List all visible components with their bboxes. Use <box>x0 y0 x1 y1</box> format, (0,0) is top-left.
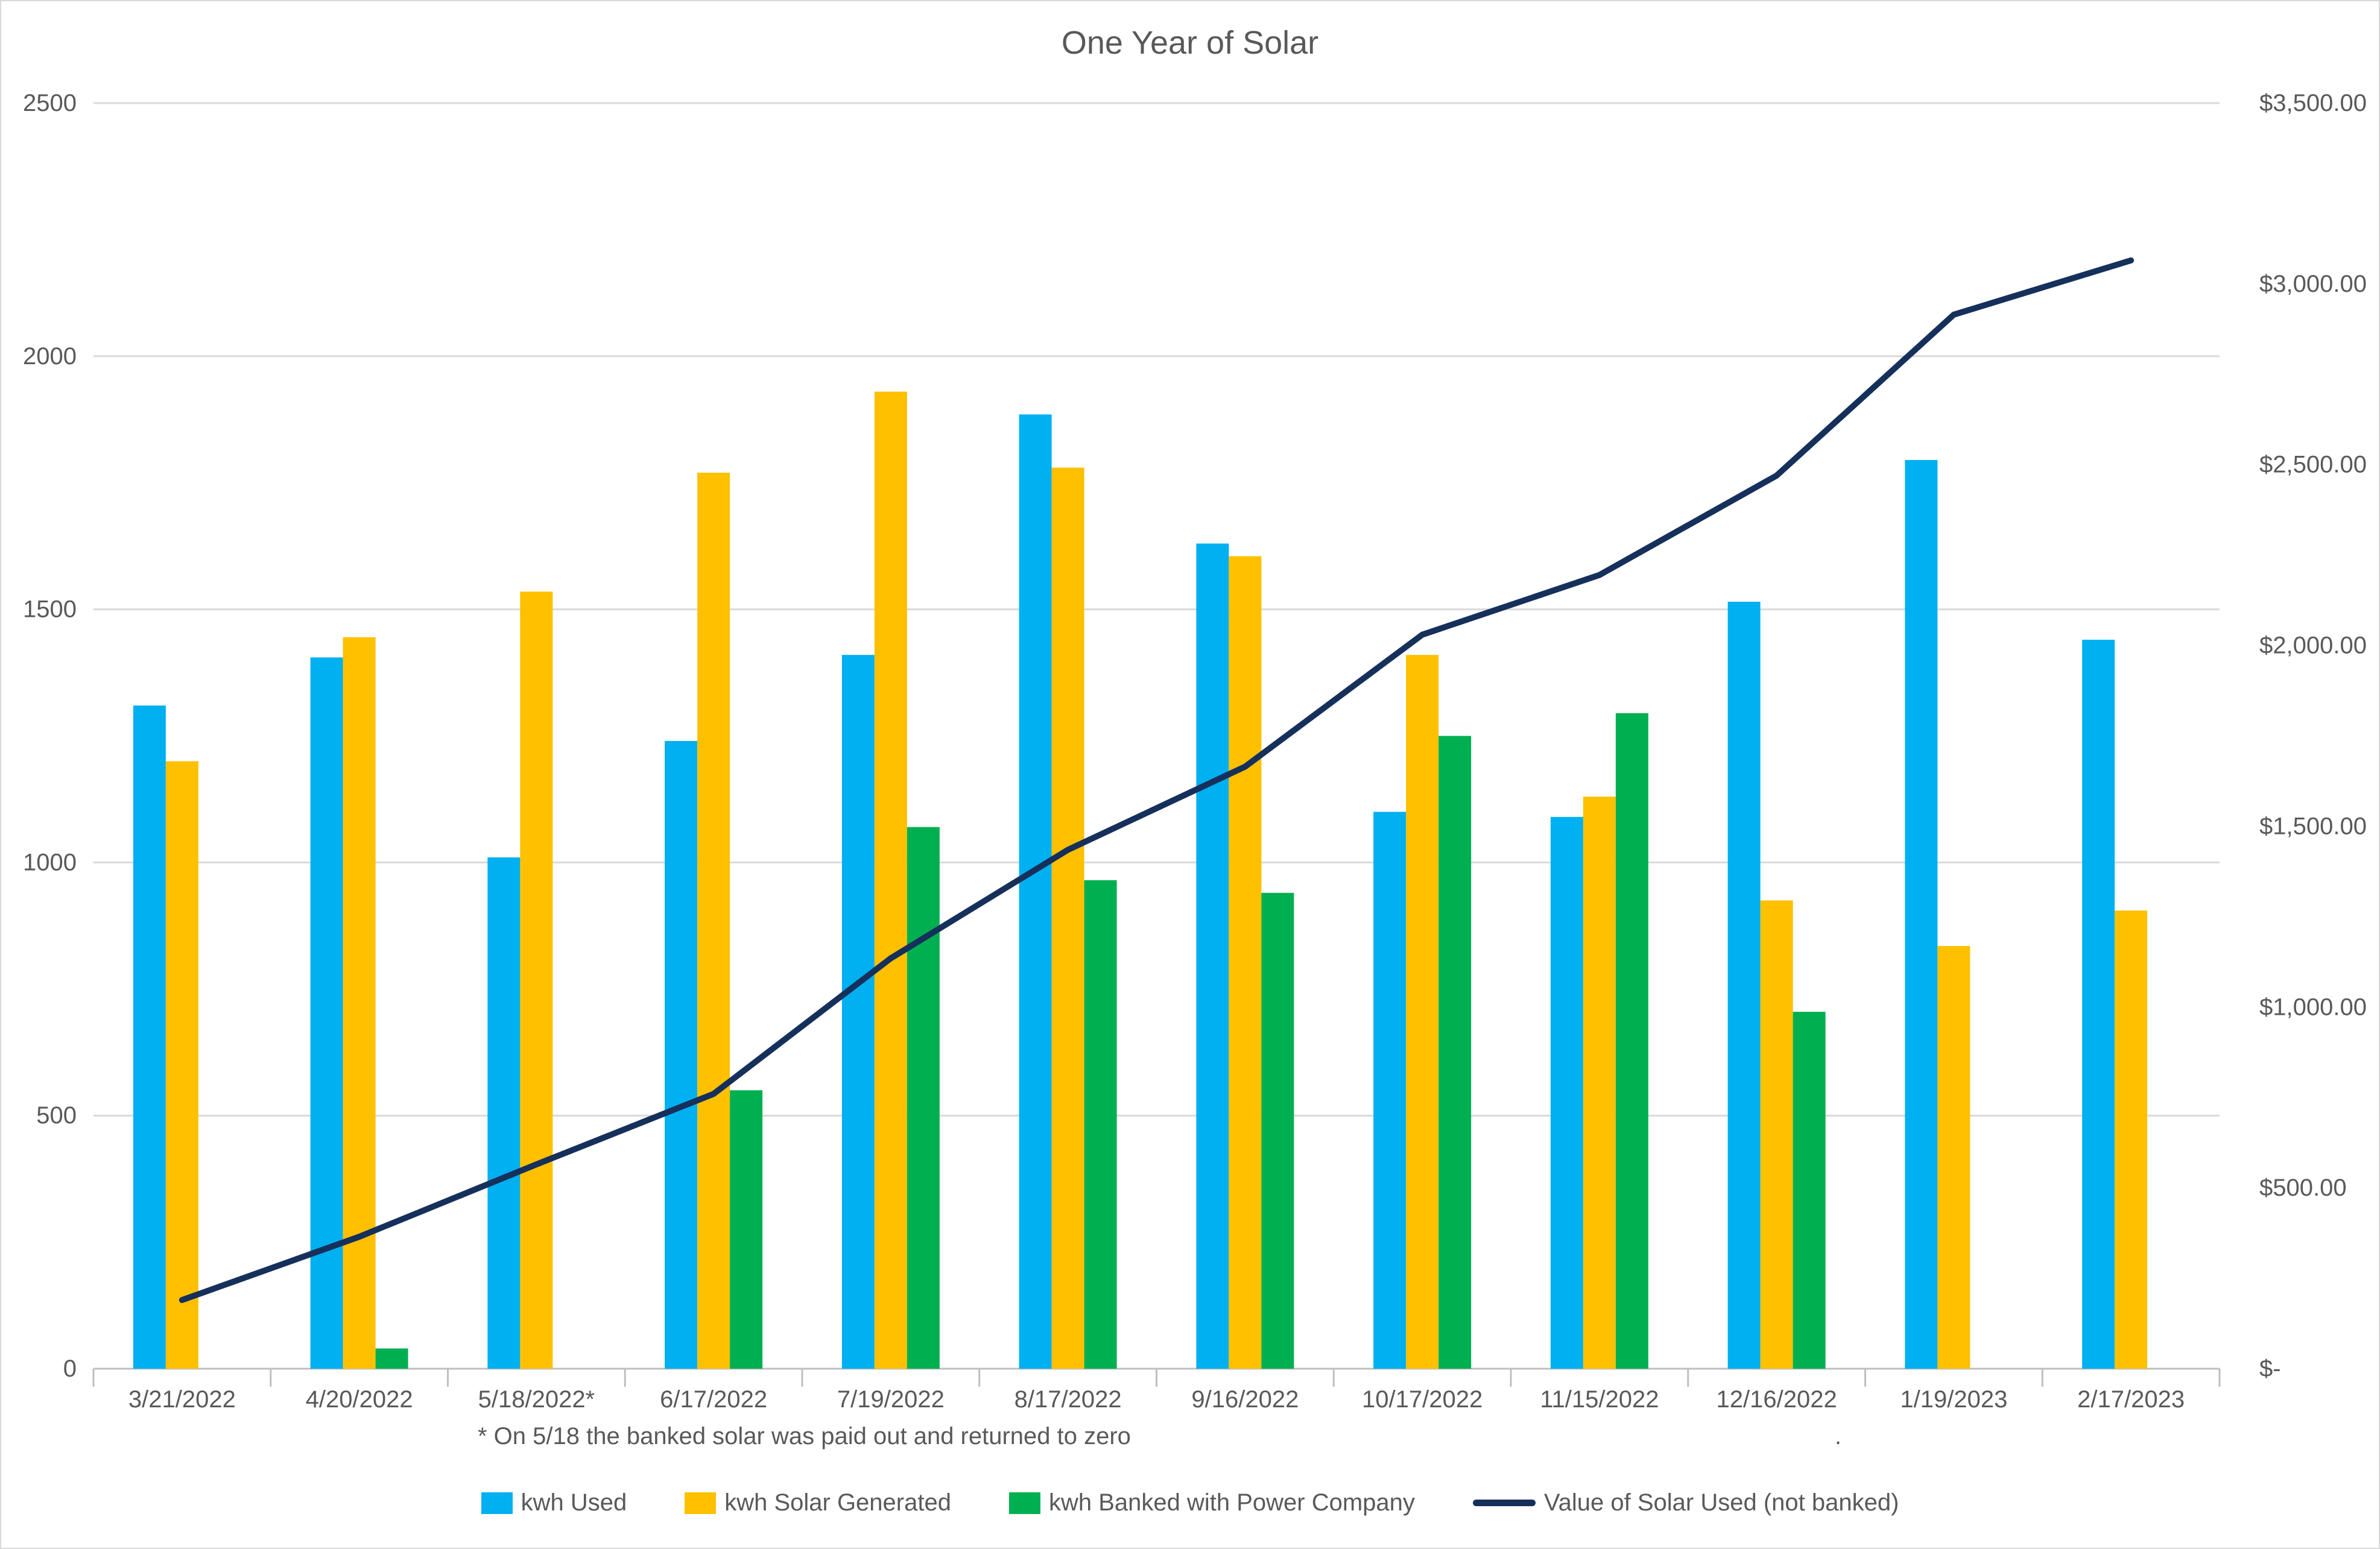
bar-kwh-banked-with-power-company <box>1793 1012 1826 1369</box>
category-ticks <box>92 1369 2221 1387</box>
x-axis-label: 6/17/2022 <box>660 1386 767 1413</box>
x-axis-label: 2/17/2023 <box>2077 1386 2185 1413</box>
y-axis-label-right: $2,500.00 <box>2259 452 2367 478</box>
x-axis-label: 10/17/2022 <box>1362 1386 1483 1413</box>
bar-kwh-used <box>133 705 166 1369</box>
bar-kwh-banked-with-power-company <box>1438 736 1472 1369</box>
legend-item-value-of-solar-used-not-banked-: Value of Solar Used (not banked) <box>1472 1489 1899 1516</box>
y-axis-label-left: 2000 <box>23 343 77 370</box>
bar-kwh-solar-generated <box>343 637 376 1369</box>
y-axis-label-right: $3,000.00 <box>2259 271 2367 297</box>
x-axis-label: 5/18/2022* <box>478 1386 595 1413</box>
bar-kwh-solar-generated <box>1229 556 1262 1369</box>
bar-kwh-solar-generated <box>1051 467 1084 1369</box>
bar-kwh-solar-generated <box>697 472 730 1369</box>
bar-kwh-used <box>1727 602 1761 1369</box>
bar-kwh-solar-generated <box>874 391 907 1369</box>
bars <box>133 391 2148 1369</box>
bar-kwh-used <box>1905 459 1938 1369</box>
value-of-solar-line <box>179 257 2135 1304</box>
legend-line-marker <box>1472 1500 1536 1506</box>
x-axis-label: 4/20/2022 <box>306 1386 413 1413</box>
y-axis-label-right: $3,500.00 <box>2259 90 2367 116</box>
bar-kwh-used <box>1550 816 1583 1369</box>
footnote: * On 5/18 the banked solar was paid out … <box>478 1423 1131 1450</box>
bar-kwh-solar-generated <box>1760 900 1793 1369</box>
y-axis-label-right: $1,000.00 <box>2259 994 2367 1020</box>
x-axis-labels: 3/21/2022 4/20/2022 5/18/2022* 6/17/2022 7/1… <box>128 1386 2185 1413</box>
bar-kwh-used <box>1019 414 1052 1369</box>
y-axis-label-right: $2,000.00 <box>2259 633 2367 659</box>
bar-kwh-banked-with-power-company <box>907 827 940 1369</box>
legend-item-kwh-banked-with-power-company: kwh Banked with Power Company <box>1008 1489 1415 1516</box>
y-axis-label-left: 500 <box>36 1102 77 1129</box>
x-axis-label: 12/16/2022 <box>1717 1386 1837 1413</box>
legend-swatch-kwh-solar-generated <box>685 1492 717 1514</box>
bar-kwh-solar-generated <box>520 592 553 1369</box>
bar-kwh-used <box>1196 543 1229 1369</box>
legend-label: kwh Solar Generated <box>724 1489 951 1516</box>
y-axis-label-left: 1500 <box>23 596 77 623</box>
legend-item-kwh-solar-generated: kwh Solar Generated <box>685 1489 951 1516</box>
x-axis-label: 9/16/2022 <box>1191 1386 1299 1413</box>
legend: kwh Used kwh Solar Generated kwh Banked wi… <box>1 1489 2379 1516</box>
legend-label: kwh Banked with Power Company <box>1048 1489 1415 1516</box>
bar-kwh-banked-with-power-company <box>375 1348 408 1369</box>
y-axis-label-right: $1,500.00 <box>2259 813 2367 839</box>
x-axis-label: 11/15/2022 <box>1540 1386 1659 1413</box>
legend-item-kwh-used: kwh Used <box>481 1489 627 1516</box>
bar-kwh-used <box>665 740 698 1369</box>
chart-title: One Year of Solar <box>1061 25 1319 61</box>
bar-kwh-solar-generated <box>165 761 198 1369</box>
legend-label: kwh Used <box>521 1489 627 1516</box>
y-axis-label-left: 0 <box>63 1355 77 1382</box>
right-axis-labels: $3,500.00 $3,000.00 $2,500.00 $2,000.00 $1,5… <box>2259 90 2367 1382</box>
bar-kwh-banked-with-power-company <box>1615 713 1648 1369</box>
bar-kwh-banked-with-power-company <box>1261 892 1294 1369</box>
y-axis-label-right: $500.00 <box>2259 1175 2347 1201</box>
left-axis-labels: 2500 2000 1500 1000 500 0 <box>23 90 77 1382</box>
bar-kwh-solar-generated <box>1937 945 1970 1369</box>
x-axis-label: 8/17/2022 <box>1014 1386 1122 1413</box>
gridlines <box>93 102 2220 1370</box>
bar-kwh-used <box>1373 812 1407 1369</box>
x-axis-label: 3/21/2022 <box>128 1386 236 1413</box>
y-axis-label-right: $- <box>2259 1355 2281 1382</box>
bar-kwh-solar-generated <box>1583 797 1616 1369</box>
y-axis-label-left: 2500 <box>23 90 77 116</box>
x-axis-label: 1/19/2023 <box>1900 1386 2007 1413</box>
bar-kwh-banked-with-power-company <box>730 1090 763 1369</box>
bar-kwh-banked-with-power-company <box>1084 880 1117 1369</box>
bar-kwh-used <box>2082 639 2115 1369</box>
stray-dot: . <box>1835 1423 1842 1450</box>
bar-kwh-solar-generated <box>2115 910 2148 1369</box>
y-axis-label-left: 1000 <box>23 849 77 875</box>
bar-kwh-used <box>841 655 875 1369</box>
legend-label: Value of Solar Used (not banked) <box>1543 1489 1899 1516</box>
legend-swatch-kwh-used <box>481 1492 513 1514</box>
x-axis-label: 7/19/2022 <box>837 1386 945 1413</box>
bar-kwh-used <box>310 657 343 1369</box>
legend-swatch-kwh-banked-with-power-company <box>1008 1492 1040 1514</box>
bar-kwh-used <box>487 857 521 1369</box>
bar-kwh-solar-generated <box>1406 655 1439 1369</box>
